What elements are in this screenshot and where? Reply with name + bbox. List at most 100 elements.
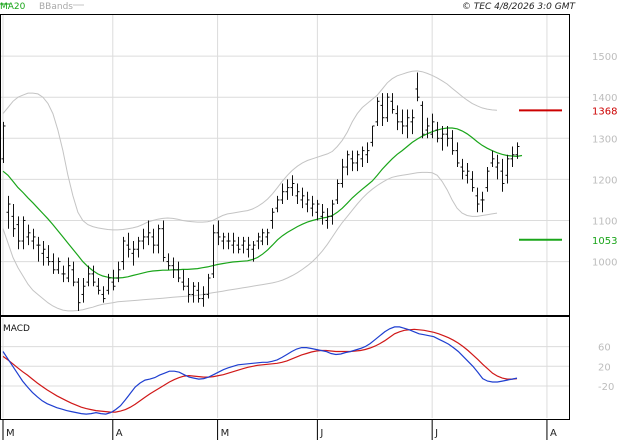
ohlc-bar: [36, 236, 41, 262]
ohlc-bar: [256, 232, 261, 250]
price-panel-frame: [0, 14, 570, 316]
ohlc-bar: [221, 232, 226, 250]
ohlc-bar: [435, 121, 440, 143]
month-label: A: [550, 428, 557, 439]
ohlc-bar: [440, 125, 445, 151]
ohlc-bar: [390, 93, 395, 114]
month-label: A: [116, 428, 123, 439]
ohlc-bar: [345, 150, 350, 176]
level-label: 1368: [592, 106, 617, 117]
ohlc-bar: [141, 228, 146, 250]
ohlc-bar: [480, 191, 485, 213]
ohlc-bar: [86, 265, 91, 287]
ohlc-bar: [450, 130, 455, 155]
ohlc-bar: [380, 93, 385, 126]
ohlc-bar: [236, 236, 241, 254]
ma20-line: [2, 127, 523, 279]
ohlc-bar: [51, 253, 56, 274]
ohlc-bar: [270, 208, 275, 229]
price-tick-label: 1000: [592, 258, 617, 269]
ohlc-bar: [470, 171, 475, 192]
ohlc-bar: [475, 187, 480, 213]
ohlc-bar: [201, 286, 206, 307]
month-label: J: [319, 428, 323, 439]
ohlc-bar: [515, 142, 520, 159]
macd-title: MACD: [3, 324, 30, 334]
ohlc-bar: [91, 265, 96, 287]
macd-tick-label: 20: [598, 362, 611, 373]
ohlc-bar: [340, 158, 345, 188]
ohlc-bar: [485, 167, 490, 192]
ohlc-bar: [310, 195, 315, 217]
month-label: J: [434, 428, 438, 439]
ohlc-bar: [11, 204, 16, 237]
ohlc-bar: [226, 232, 231, 250]
ohlc-bar: [355, 150, 360, 172]
ohlc-bar: [21, 216, 26, 250]
bbands-legend-label: BBands: [39, 2, 73, 12]
ohlc-bar: [31, 228, 36, 250]
ohlc-bar: [246, 236, 251, 258]
month-label: M: [221, 428, 230, 439]
ohlc-bar: [375, 97, 380, 126]
macd-y-axis: 60 20 -20: [598, 343, 614, 393]
ohlc-bar: [106, 273, 111, 295]
ohlc-bar: [370, 125, 375, 147]
ohlc-bar: [510, 146, 515, 168]
ohlc-bar: [305, 191, 310, 213]
bband-upper: [2, 70, 498, 231]
ohlc-bar: [76, 278, 81, 311]
ohlc-bar: [151, 228, 156, 254]
macd-panel-frame: [0, 316, 570, 420]
bollinger-bands: [2, 70, 498, 312]
price-bars: [1, 72, 520, 311]
ohlc-bar: [350, 150, 355, 172]
ohlc-bar: [101, 286, 106, 303]
price-grid: [1, 15, 569, 315]
price-tick-label: 1500: [592, 52, 617, 63]
ohlc-bar: [231, 232, 236, 254]
ohlc-bar: [186, 278, 191, 303]
ohlc-bar: [196, 282, 201, 303]
price-tick-label: 1300: [592, 134, 617, 145]
ohlc-bar: [26, 224, 31, 246]
ohlc-bar: [260, 228, 265, 246]
ohlc-bar: [300, 187, 305, 209]
ohlc-bar: [360, 146, 365, 168]
macd-lines: [2, 326, 518, 415]
price-tick-label: 1200: [592, 175, 617, 186]
ohlc-bar: [415, 72, 420, 102]
macd-tick-label: 60: [598, 343, 611, 354]
ohlc-bar: [410, 109, 415, 135]
ohlc-bar: [6, 195, 11, 229]
ohlc-bar: [430, 113, 435, 139]
ohlc-bar: [495, 154, 500, 180]
ohlc-bar: [425, 117, 430, 139]
ma20-legend-label: MA20: [0, 2, 26, 12]
ohlc-bar: [116, 261, 121, 283]
ohlc-bar: [400, 109, 405, 135]
ohlc-bar: [335, 179, 340, 205]
level-label: 1053: [592, 236, 617, 247]
ohlc-bar: [315, 199, 320, 221]
ma20-path: [2, 127, 523, 279]
ohlc-bar: [445, 125, 450, 147]
ohlc-bar: [66, 257, 71, 283]
bband-lower: [2, 171, 498, 312]
ohlc-bar: [136, 236, 141, 258]
ohlc-bar: [1, 121, 6, 163]
ohlc-bar: [46, 245, 51, 266]
macd-tick-label: -20: [598, 382, 614, 393]
price-tick-label: 1400: [592, 93, 617, 104]
ohlc-bar: [156, 224, 161, 254]
ohlc-bar: [191, 282, 196, 303]
ohlc-bar: [280, 183, 285, 205]
ohlc-bar: [275, 195, 280, 213]
ohlc-bar: [285, 179, 290, 200]
ohlc-bar: [455, 142, 460, 168]
ohlc-bar: [295, 183, 300, 205]
macd-line: [2, 326, 518, 415]
ohlc-bar: [490, 150, 495, 168]
